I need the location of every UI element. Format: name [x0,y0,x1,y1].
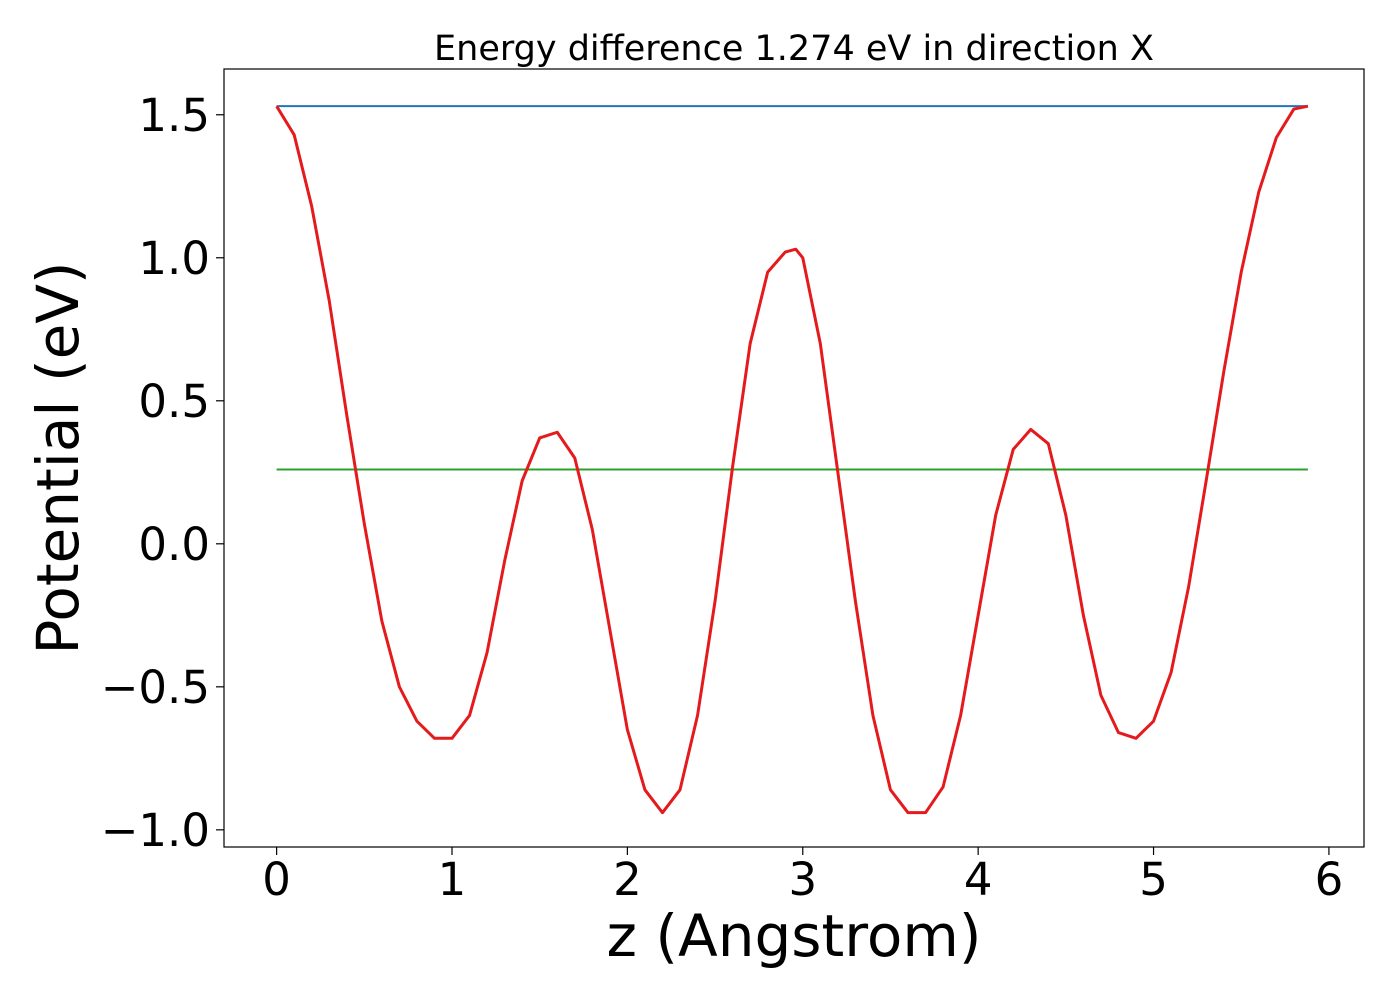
chart-title: Energy difference 1.274 eV in direction … [434,29,1154,69]
x-tick-label: 5 [1139,853,1168,906]
y-tick-label: 0.0 [138,518,210,571]
axes: 0 1 2 3 4 5 6 −1.0 −0.5 0.0 0.5 1.0 1.5 [101,68,1365,906]
series-line-2 [275,104,1309,815]
plot-area [275,104,1309,815]
x-tick-label: 3 [788,853,817,906]
y-tick-label: 1.0 [138,232,210,285]
y-tick-label: −1.0 [101,804,210,857]
y-tick-label: 1.5 [138,89,210,142]
x-tick-label: 4 [964,853,993,906]
x-tick-label: 2 [613,853,642,906]
x-tick-label: 6 [1315,853,1344,906]
y-axis-label: Potential (eV) [24,261,92,654]
x-tick-label: 1 [438,853,467,906]
x-tick-label: 0 [262,853,291,906]
y-tick-label: −0.5 [101,661,210,714]
y-tick-label: 0.5 [138,375,210,428]
x-axis-label: z (Angstrom) [607,902,982,970]
axes-frame [223,68,1365,848]
